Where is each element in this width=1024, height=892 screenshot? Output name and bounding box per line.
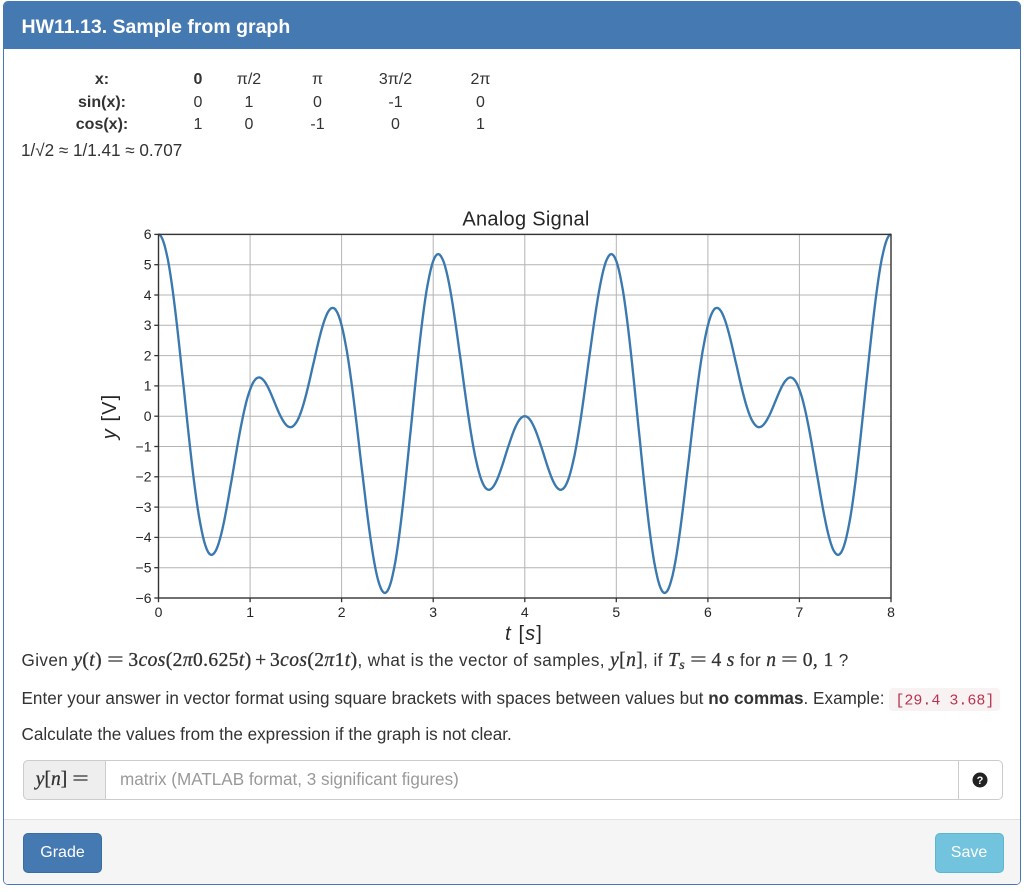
svg-text:3: 3 (429, 604, 437, 620)
svg-text:3: 3 (144, 317, 152, 333)
svg-text:6: 6 (144, 226, 152, 242)
svg-text:0: 0 (155, 604, 163, 620)
svg-text:8: 8 (887, 604, 895, 620)
svg-text:Analog Signal: Analog Signal (462, 209, 589, 231)
svg-text:−4: −4 (136, 529, 152, 545)
svg-text:0: 0 (144, 408, 152, 424)
svg-text:−6: −6 (136, 590, 152, 606)
svg-text:1: 1 (246, 604, 254, 620)
svg-text:t [s]: t [s] (505, 623, 543, 645)
svg-text:−3: −3 (136, 499, 152, 515)
svg-text:2: 2 (338, 604, 346, 620)
svg-text:2: 2 (144, 347, 152, 363)
svg-text:−1: −1 (136, 438, 152, 454)
svg-text:4: 4 (521, 604, 529, 620)
svg-text:y [V]: y [V] (99, 394, 121, 442)
svg-text:4: 4 (144, 287, 152, 303)
svg-text:5: 5 (144, 257, 152, 273)
svg-text:?: ? (977, 775, 984, 787)
svg-text:7: 7 (796, 604, 804, 620)
svg-text:6: 6 (704, 604, 712, 620)
svg-text:5: 5 (612, 604, 620, 620)
svg-text:−2: −2 (136, 469, 152, 485)
svg-text:−5: −5 (136, 560, 152, 576)
svg-text:1: 1 (144, 378, 152, 394)
